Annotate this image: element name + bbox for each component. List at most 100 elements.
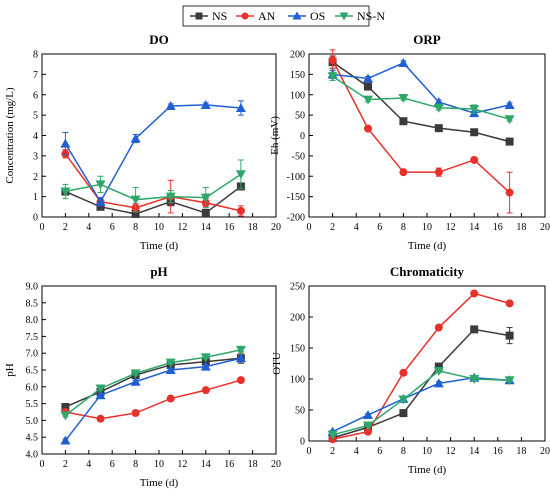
x-tick-label: 2 <box>330 222 335 233</box>
x-tick-label: 10 <box>422 446 432 457</box>
y-tick-label: 9.0 <box>26 282 39 293</box>
data-point <box>60 411 71 421</box>
y-tick-label: -100 <box>287 172 305 183</box>
x-tick-label: 16 <box>224 459 234 470</box>
y-tick-label: 250 <box>290 282 305 293</box>
data-point <box>165 100 176 110</box>
x-tick-label: 18 <box>248 459 258 470</box>
legend-marker <box>339 12 349 21</box>
legend-label: NS <box>212 9 227 23</box>
y-tick-label: 5.0 <box>26 416 39 427</box>
series-ns <box>61 182 245 218</box>
y-tick-label: 150 <box>290 344 305 355</box>
y-tick-label: 150 <box>290 70 305 81</box>
data-point <box>166 394 175 403</box>
series-os <box>60 353 246 445</box>
legend-label: NS-N <box>357 9 385 23</box>
data-point <box>165 365 176 374</box>
y-tick-label: 5.5 <box>26 399 39 410</box>
x-tick-label: 0 <box>40 459 45 470</box>
data-point <box>434 124 443 133</box>
data-point <box>200 99 211 109</box>
y-axis-label: Eh (mV) <box>269 116 281 155</box>
series-line <box>332 75 510 120</box>
x-tick-label: 20 <box>540 446 550 457</box>
y-tick-label: 4.5 <box>26 433 39 444</box>
data-point <box>504 115 515 125</box>
data-point <box>505 331 514 340</box>
data-point <box>235 353 246 363</box>
data-point <box>235 345 246 355</box>
y-tick-label: 0 <box>300 131 305 142</box>
x-tick-label: 0 <box>307 222 312 233</box>
x-tick-label: 12 <box>446 446 456 457</box>
x-tick-label: 2 <box>63 459 68 470</box>
x-tick-label: 6 <box>110 222 115 233</box>
data-point <box>363 95 373 105</box>
data-point <box>398 57 409 67</box>
x-tick-label: 8 <box>401 222 406 233</box>
x-tick-label: 2 <box>330 446 335 457</box>
data-point <box>504 99 515 109</box>
data-point <box>328 56 337 65</box>
series-ns <box>61 352 245 411</box>
y-tick-label: 7.5 <box>26 332 39 343</box>
data-point <box>364 427 372 436</box>
data-point <box>201 386 210 395</box>
y-tick-label: 8 <box>33 50 38 61</box>
data-point <box>200 193 211 203</box>
y-tick-label: 50 <box>295 406 305 417</box>
series-os <box>60 99 246 207</box>
data-point <box>505 188 514 197</box>
series-ns <box>328 55 514 146</box>
data-point <box>469 375 480 384</box>
data-point <box>363 421 373 431</box>
data-point <box>470 155 479 164</box>
y-axis-label: Concentration (mg/L) <box>4 87 16 184</box>
y-tick-label: 200 <box>290 313 305 324</box>
x-tick-label: 20 <box>271 222 281 233</box>
legend: NS AN OS NS-N <box>182 5 385 27</box>
data-point <box>130 195 141 205</box>
data-point <box>96 414 105 423</box>
series-line <box>331 59 511 194</box>
x-tick-label: 6 <box>377 222 382 233</box>
series-line <box>332 61 510 143</box>
data-point <box>130 376 141 386</box>
x-tick-label: 8 <box>133 222 138 233</box>
data-point <box>165 358 176 368</box>
plot-frame <box>41 53 277 218</box>
data-point <box>235 102 246 112</box>
data-point <box>398 395 409 405</box>
data-point <box>235 170 246 180</box>
plot-frame <box>308 285 546 442</box>
data-point <box>131 209 140 218</box>
x-tick-label: 18 <box>248 222 258 233</box>
data-point <box>130 133 141 143</box>
y-tick-label: 4 <box>33 131 38 142</box>
series-line <box>65 379 242 420</box>
data-point <box>236 376 245 385</box>
plot-frame <box>41 285 277 455</box>
data-point <box>470 289 479 298</box>
data-point <box>95 180 106 190</box>
y-tick-label: 6.0 <box>26 382 39 393</box>
y-tick-label: 3 <box>33 151 38 162</box>
chart-ph: pH 0 2 4 6 8 10 12 14 16 18 20 4.0 4.5 5.0 5.5 6.0 6.5 7.0… <box>4 264 281 489</box>
legend-item-os: OS <box>288 9 325 23</box>
x-tick-label: 2 <box>63 222 68 233</box>
data-point <box>60 435 71 445</box>
data-point <box>364 124 372 133</box>
y-tick-label: 0 <box>300 437 305 448</box>
data-point <box>61 402 70 411</box>
chart-orp: ORP 0 2 4 6 8 10 12 14 16 18 20 -200 -150 -100 -50 0 50 10… <box>269 32 550 252</box>
data-point <box>165 192 176 202</box>
series-line <box>64 104 241 204</box>
legend-item-ns: NS <box>190 9 227 23</box>
data-point <box>236 206 245 215</box>
data-point <box>433 378 444 388</box>
x-tick-label: 4 <box>354 446 359 457</box>
x-axis-label: Time (d) <box>408 240 447 252</box>
